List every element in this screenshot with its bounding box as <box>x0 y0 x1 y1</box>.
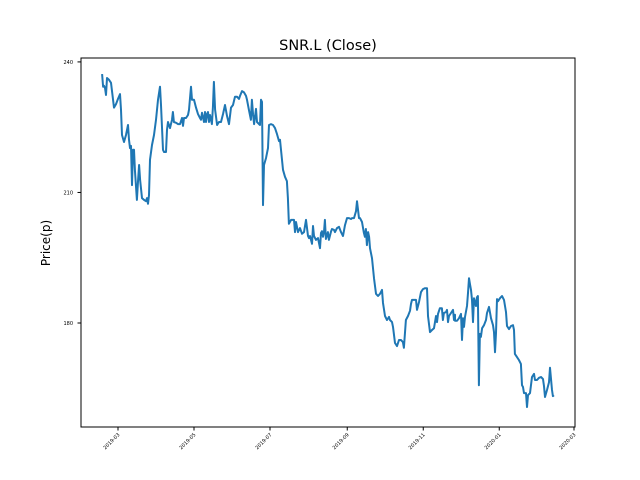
x-tick-label: 2019-11 <box>408 432 427 451</box>
x-tick-label: 2019-07 <box>254 432 273 451</box>
plot-area-frame <box>80 57 576 428</box>
x-tick-label: 2019-03 <box>102 432 121 451</box>
x-tick-label: 2020-01 <box>484 432 503 451</box>
y-tick-label: 210 <box>63 190 73 196</box>
x-tick-label: 2020-03 <box>558 432 577 451</box>
chart-title: SNR.L (Close) <box>279 38 377 54</box>
x-tick-label: 2019-09 <box>332 432 351 451</box>
y-axis-label: Price(p) <box>39 220 53 266</box>
x-tick-label: 2019-05 <box>178 432 197 451</box>
y-tick-label: 180 <box>63 321 73 327</box>
series-line-close <box>101 74 555 408</box>
y-tick-label: 240 <box>63 60 73 66</box>
